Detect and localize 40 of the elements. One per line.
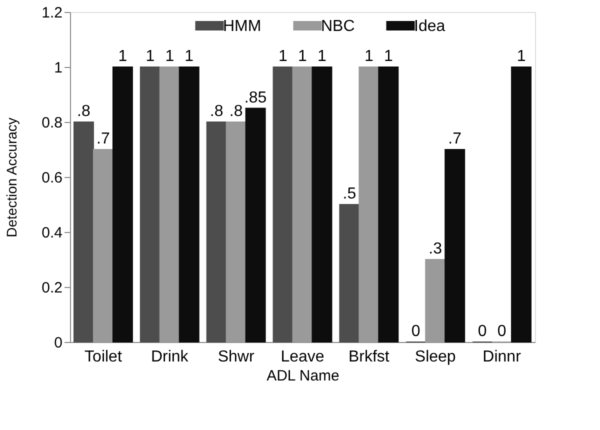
data-label: .8 — [229, 103, 243, 120]
data-label: 1 — [118, 48, 128, 65]
x-tick-label: Drink — [150, 348, 190, 366]
y-axis-title: Detection Accuracy — [4, 118, 20, 238]
data-label: .7 — [96, 130, 110, 148]
x-tick-label: Shwr — [218, 348, 255, 366]
data-label: 1 — [516, 48, 526, 65]
legend-label: NBC — [321, 18, 355, 35]
data-label: 1 — [278, 48, 288, 65]
x-axis-title: ADL Name — [266, 368, 340, 384]
data-label: 1 — [165, 48, 174, 65]
data-label: 1 — [384, 48, 393, 65]
data-label: .3 — [428, 240, 442, 258]
legend-label: HMM — [223, 18, 262, 35]
x-tick-label: Leave — [280, 348, 324, 366]
data-label: 0 — [478, 323, 487, 340]
y-tick-label: 0.2 — [42, 280, 62, 296]
data-label: 1 — [146, 48, 155, 65]
data-label: .7 — [448, 130, 462, 148]
data-label: 1 — [298, 48, 308, 65]
data-label: .85 — [244, 89, 267, 106]
x-tick-label: Sleep — [414, 348, 456, 366]
legend-label: Idea — [414, 18, 446, 35]
x-tick-label: Dinnr — [482, 348, 522, 366]
data-label: .8 — [77, 103, 90, 120]
data-label: 1 — [364, 48, 374, 65]
y-tick-label: 0.6 — [42, 170, 62, 186]
y-tick-label: 0 — [54, 334, 62, 352]
data-label: .8 — [210, 103, 224, 120]
data-label: 1 — [184, 48, 194, 65]
x-tick-label: Brkfst — [348, 348, 390, 366]
data-label: 0 — [411, 323, 420, 340]
y-tick-label: 1 — [54, 60, 62, 76]
data-label: .5 — [342, 186, 356, 202]
x-tick-label: Toilet — [84, 348, 122, 366]
data-label: 0 — [497, 323, 506, 340]
y-tick-label: 1.2 — [42, 4, 62, 22]
data-label: 1 — [318, 48, 327, 65]
y-tick-label: 0.4 — [42, 224, 62, 242]
y-tick-label: 0.8 — [42, 114, 62, 132]
